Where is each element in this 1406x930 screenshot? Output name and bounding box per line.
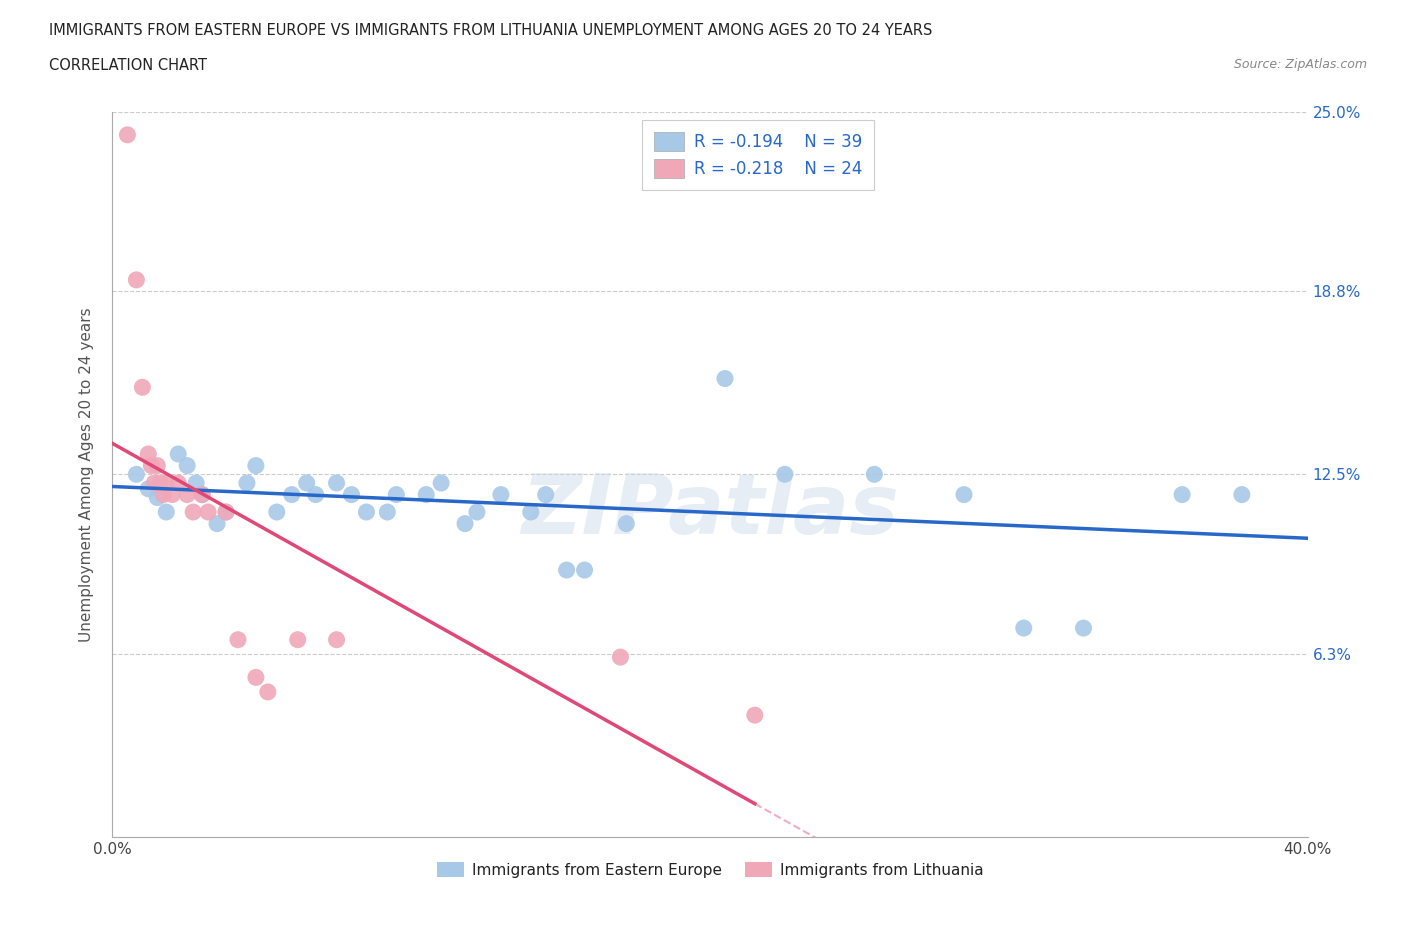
Point [773,467,796,482]
Point [415,487,437,502]
Point [245,670,267,684]
Point [744,708,766,723]
Point [356,505,378,520]
Point [149,475,172,490]
Point [162,487,183,502]
Point [236,475,259,490]
Y-axis label: Unemployment Among Ages 20 to 24 years: Unemployment Among Ages 20 to 24 years [79,307,94,642]
Point [266,505,288,520]
Text: ZIPatlas: ZIPatlas [522,470,898,551]
Point [205,516,228,531]
Point [167,446,190,461]
Point [305,487,328,502]
Point [616,516,638,531]
Point [1012,620,1035,635]
Point [325,475,347,490]
Point [377,505,399,520]
Point [534,487,557,502]
Point [1230,487,1253,502]
Point [117,127,139,142]
Point [226,632,249,647]
Point [138,446,160,461]
Point [167,475,190,490]
Point [340,487,363,502]
Point [287,632,309,647]
Point [295,475,318,490]
Point [176,458,198,473]
Text: IMMIGRANTS FROM EASTERN EUROPE VS IMMIGRANTS FROM LITHUANIA UNEMPLOYMENT AMONG A: IMMIGRANTS FROM EASTERN EUROPE VS IMMIGR… [49,23,932,38]
Point [197,505,219,520]
Point [430,475,453,490]
Point [714,371,737,386]
Point [245,458,267,473]
Point [152,487,174,502]
Point [155,475,177,490]
Legend: Immigrants from Eastern Europe, Immigrants from Lithuania: Immigrants from Eastern Europe, Immigran… [430,856,990,884]
Point [131,379,153,394]
Point [863,467,886,482]
Point [125,467,148,482]
Point [146,458,169,473]
Point [143,475,166,490]
Point [454,516,477,531]
Point [555,563,578,578]
Point [520,505,543,520]
Point [385,487,408,502]
Point [215,505,238,520]
Point [953,487,976,502]
Text: Source: ZipAtlas.com: Source: ZipAtlas.com [1233,58,1367,71]
Point [215,505,238,520]
Point [257,684,280,699]
Point [1171,487,1194,502]
Point [191,487,214,502]
Point [489,487,512,502]
Point [186,475,208,490]
Point [155,505,177,520]
Text: CORRELATION CHART: CORRELATION CHART [49,58,207,73]
Point [609,650,631,665]
Point [191,487,214,502]
Point [176,487,198,502]
Point [181,505,204,520]
Point [138,482,160,497]
Point [146,490,169,505]
Point [325,632,347,647]
Point [281,487,304,502]
Point [574,563,596,578]
Point [465,505,488,520]
Point [141,458,163,473]
Point [1073,620,1095,635]
Point [125,272,148,287]
